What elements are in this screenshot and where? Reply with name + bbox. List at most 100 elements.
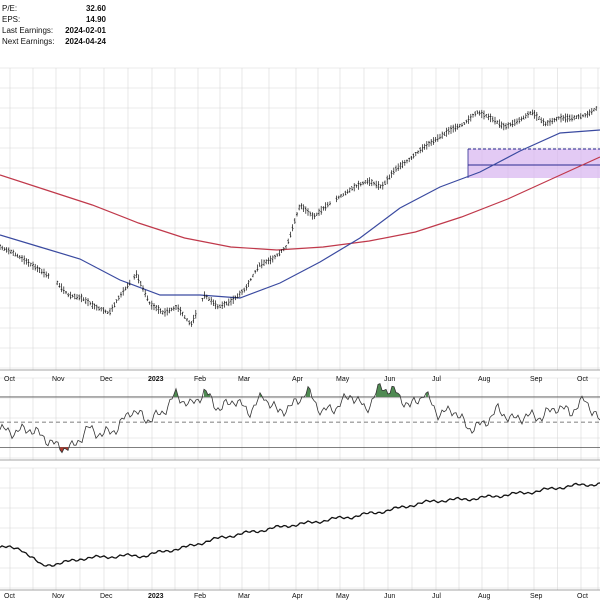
price-bar [494,116,496,125]
price-bar [291,224,294,232]
price-bar [18,255,21,260]
price-bar [1,245,4,251]
x-tick-label: Dec [100,376,113,383]
price-bar [113,302,116,308]
price-bar [65,291,67,295]
price-bar [40,268,43,275]
price-bar [342,192,345,197]
price-bar [412,153,415,159]
price-bar [168,307,171,314]
x-tick-label: Oct [4,593,15,600]
price-bar [142,285,144,292]
price-bar [557,116,560,120]
price-bar [452,124,455,133]
price-bar [467,115,470,124]
price-bar [377,181,380,190]
price-bar [395,165,397,172]
price-bar [579,113,582,120]
consolidation-zone [467,148,600,178]
x-tick-label: Feb [194,376,206,383]
price-bar [111,304,114,312]
price-bar [115,299,118,304]
price-bar [29,262,32,267]
price-bar [432,137,435,145]
price-bar [474,111,477,117]
price-bar [238,290,241,298]
price-bar [577,114,580,120]
price-bar [175,305,177,311]
price-bar [126,282,129,289]
price-bar [386,175,389,185]
price-bar [62,286,65,294]
price-bar [507,122,510,129]
price-bar [544,121,547,127]
price-bar [276,253,279,257]
x-tick-label: Jul [432,376,441,383]
price-bar [533,110,536,119]
price-bar [410,155,413,160]
price-bar [379,184,382,189]
price-bar [443,131,446,136]
price-bar [357,180,360,190]
fundamental-value: 2024-04-24 [65,37,106,46]
price-bar [82,297,85,302]
price-bar [555,116,558,122]
price-bar [375,180,378,189]
price-bar [456,123,459,130]
price-bar [355,184,358,188]
price-bar [417,150,419,154]
price-bar [397,163,400,171]
lower-line [0,482,600,567]
fundamental-value: 32.60 [86,4,107,13]
price-bar [590,108,593,115]
price-bar [38,267,41,273]
indicator-overbought-fill [174,388,178,397]
price-bar [247,279,250,287]
price-bar [505,123,507,130]
price-bar [146,295,149,302]
price-bar [5,247,8,253]
x-tick-label: Oct [577,593,588,600]
price-bar [293,218,296,224]
price-bar [172,306,175,311]
fundamental-value: 2024-02-01 [65,26,106,35]
price-bar [56,280,59,286]
price-bar [230,297,232,306]
price-bar [254,270,257,274]
price-bar [370,179,373,187]
price-bar [80,293,83,303]
price-bar [214,300,217,310]
price-bar [353,183,356,192]
indicator-panel [0,383,600,454]
x-tick-label: Jun [384,593,395,600]
price-bar [47,273,50,279]
x-tick-label: 2023 [148,593,164,600]
x-tick-label: Aug [478,593,491,600]
price-bars [0,106,598,327]
moving-averages [0,129,600,299]
price-bar [296,211,298,217]
price-bar [122,287,125,296]
lower-panel [0,482,600,567]
price-bar [249,278,252,282]
price-bar [27,259,30,267]
price-bar [274,254,276,260]
fundamental-label: P/E: [2,4,17,13]
price-bar [170,307,173,312]
price-bar [133,274,136,280]
price-bar [137,274,140,284]
price-bar [84,297,87,305]
price-bar [194,309,197,319]
x-tick-label: Sep [530,376,543,383]
price-bar [346,189,349,194]
price-bar [560,113,562,123]
price-bar [485,114,488,118]
price-bar [225,301,228,306]
price-bar [582,114,584,118]
price-bar [538,116,540,120]
price-bar [311,212,314,220]
price-bar [441,131,444,139]
price-bar [423,143,426,150]
price-bar [535,111,538,121]
fundamental-label: EPS: [2,15,20,24]
